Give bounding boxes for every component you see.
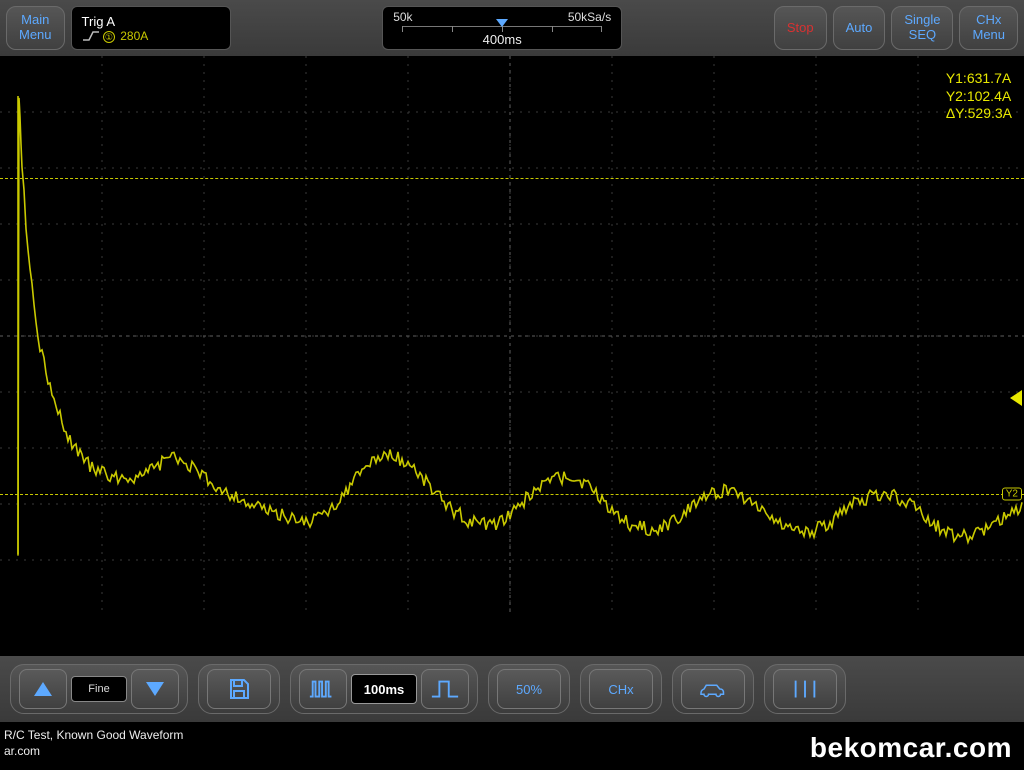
zoom-out-time-button[interactable]: [421, 669, 469, 709]
trigger-channel-icon: ①: [103, 31, 115, 43]
triangle-down-icon: [146, 682, 164, 696]
triangle-up-icon: [34, 682, 52, 696]
fine-mode[interactable]: Fine: [71, 676, 127, 702]
floppy-icon: [224, 677, 254, 701]
pulses-narrow-icon: [308, 677, 338, 701]
stop-button[interactable]: Stop: [774, 6, 827, 50]
timebase-box[interactable]: 50k 50kSa/s 400ms: [382, 6, 622, 50]
footer-note-line1: R/C Test, Known Good Waveform: [4, 728, 183, 744]
bottom-toolbar: Fine 100ms 50% CHx: [0, 656, 1024, 722]
timebase-value: 400ms: [483, 32, 522, 47]
trigger-50-button[interactable]: 50%: [497, 669, 561, 709]
cursors-button[interactable]: [773, 669, 837, 709]
waveform-plot[interactable]: [0, 56, 1024, 656]
cursor-bars-icon: [790, 677, 820, 701]
save-button[interactable]: [207, 669, 271, 709]
trigger-50-group: 50%: [488, 664, 570, 714]
vehicle-group: [672, 664, 754, 714]
pulse-wide-icon: [430, 677, 460, 701]
channel-select-button[interactable]: CHx: [589, 669, 653, 709]
cursor-y1: Y1:631.7A: [946, 70, 1012, 88]
single-seq-button[interactable]: Single SEQ: [891, 6, 953, 50]
main-menu-button[interactable]: Main Menu: [6, 6, 65, 50]
zoom-in-time-button[interactable]: [299, 669, 347, 709]
save-group: [198, 664, 280, 714]
vehicle-button[interactable]: [681, 669, 745, 709]
footer-note: R/C Test, Known Good Waveform ar.com: [4, 728, 183, 759]
scale-down-button[interactable]: [131, 669, 179, 709]
cursor-readout: Y1:631.7A Y2:102.4A ΔY:529.3A: [946, 70, 1012, 123]
timebase-marker-icon: [496, 19, 508, 27]
channel-select-group: CHx: [580, 664, 662, 714]
scale-up-button[interactable]: [19, 669, 67, 709]
cursor-dy: ΔY:529.3A: [946, 105, 1012, 123]
trigger-info[interactable]: Trig A ① 280A: [71, 6, 231, 50]
footer-note-line2: ar.com: [4, 744, 183, 760]
vertical-scale-group: Fine: [10, 664, 188, 714]
top-toolbar: Main Menu Trig A ① 280A 50k 50kSa/s 400m…: [0, 0, 1024, 56]
footer: R/C Test, Known Good Waveform ar.com bek…: [0, 722, 1024, 770]
y2-cursor-line[interactable]: [0, 494, 1024, 495]
mem-depth: 50k: [393, 10, 412, 24]
cursor-y2: Y2:102.4A: [946, 88, 1012, 106]
brand-watermark: bekomcar.com: [810, 732, 1012, 764]
channel-zero-arrow-icon: [1010, 390, 1022, 406]
sample-rate: 50kSa/s: [568, 10, 611, 24]
cursors-group: [764, 664, 846, 714]
trigger-value-row: ① 280A: [82, 29, 220, 43]
trigger-level: 280A: [120, 29, 148, 43]
waveform-svg: [0, 56, 1024, 616]
car-icon: [698, 677, 728, 701]
y1-cursor-line[interactable]: [0, 178, 1024, 179]
timebase-value-box[interactable]: 100ms: [351, 674, 417, 704]
timebase-group: 100ms: [290, 664, 478, 714]
timebase-slider[interactable]: [402, 26, 602, 34]
auto-button[interactable]: Auto: [833, 6, 886, 50]
trigger-title: Trig A: [82, 14, 220, 29]
y2-cursor-tag: Y2: [1002, 488, 1022, 501]
chx-menu-button[interactable]: CHx Menu: [959, 6, 1018, 50]
